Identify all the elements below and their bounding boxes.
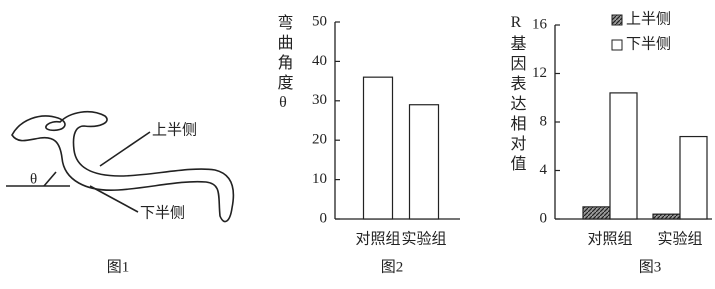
- bar: [610, 93, 637, 219]
- bar: [364, 77, 393, 219]
- lower-side-label: 下半侧: [140, 204, 185, 221]
- y-axis-label: 弯曲角度θ: [275, 14, 294, 115]
- legend-label: 下半侧: [626, 35, 671, 52]
- y-tick-label: 20: [312, 132, 327, 148]
- y-tick-label: 4: [540, 162, 548, 178]
- bar: [583, 207, 610, 219]
- y-tick-label: 12: [532, 65, 547, 81]
- angle-label: θ: [30, 171, 37, 187]
- y-tick-label: 30: [312, 92, 327, 108]
- bar: [410, 105, 439, 219]
- y-tick-label: 8: [540, 113, 548, 129]
- page: 上半侧 下半侧 θ 图1 弯曲角度θ图201020304050对照组实验组R基因…: [0, 0, 715, 289]
- caption: 图3: [639, 258, 662, 275]
- caption: 图1: [107, 258, 130, 275]
- y-tick-label: 50: [312, 13, 327, 29]
- y-tick-label: 0: [540, 210, 548, 226]
- x-tick-label: 对照组: [587, 230, 632, 247]
- figure: 上半侧 下半侧 θ 图1 弯曲角度θ图201020304050对照组实验组R基因…: [0, 0, 715, 289]
- y-tick-label: 10: [312, 171, 327, 187]
- legend-swatch: [612, 15, 622, 25]
- seedling-drawing: [6, 112, 233, 222]
- legend-label: 上半侧: [626, 10, 671, 27]
- x-tick-label: 实验组: [657, 230, 702, 247]
- caption: 图2: [381, 258, 404, 275]
- bar: [653, 214, 680, 219]
- y-tick-label: 40: [312, 53, 327, 69]
- y-tick-label: 16: [532, 16, 548, 32]
- legend-swatch: [612, 40, 622, 50]
- y-axis-label: R基因表达相对值: [508, 14, 527, 175]
- y-tick-label: 0: [320, 210, 328, 226]
- x-tick-label: 实验组: [401, 230, 446, 247]
- x-tick-label: 对照组: [355, 230, 400, 247]
- bar: [680, 137, 707, 219]
- upper-side-label: 上半侧: [152, 121, 197, 138]
